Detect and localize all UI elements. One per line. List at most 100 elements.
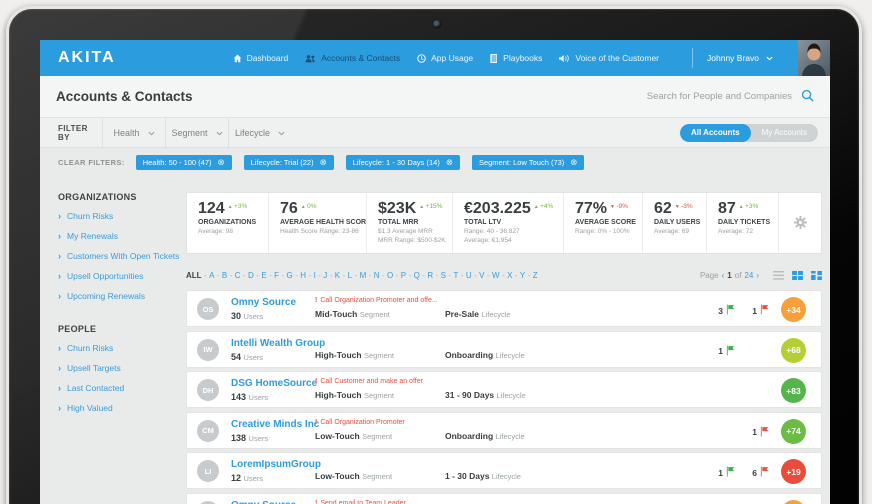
sidebar-item-people[interactable]: › Last Contacted	[58, 383, 125, 393]
alphabet-letter[interactable]: I	[313, 270, 316, 280]
alphabet-letter[interactable]: N	[373, 270, 380, 280]
account-name-link[interactable]: DSG HomeSource	[231, 378, 318, 389]
nav-item[interactable]: Voice of the Customer	[559, 53, 659, 63]
alphabet-letter[interactable]: F	[274, 270, 280, 280]
alphabet-letter[interactable]: X	[507, 270, 513, 280]
nav-item[interactable]: App Usage	[417, 53, 473, 63]
sidebar-item-people[interactable]: › Upsell Targets	[58, 363, 121, 373]
account-row[interactable]: CM Creative Minds Inc 138 Users ! Ca	[186, 411, 822, 449]
alphabet-letter[interactable]: W	[492, 270, 500, 280]
account-name-link[interactable]: Intelli Wealth Group	[231, 337, 326, 349]
list-view-icon[interactable]	[773, 270, 784, 280]
account-row[interactable]: IW Intelli Wealth Group 54 Users !	[186, 330, 822, 368]
my-accounts-button[interactable]: My Accounts	[761, 127, 807, 137]
remove-chip-icon[interactable]: ⊗	[319, 156, 327, 167]
clear-filters-row: CLEAR FILTERS: Health: 50 - 100 (47) ⊗ L…	[40, 148, 830, 176]
red-flags[interactable]: 1	[752, 304, 769, 317]
account-row[interactable]: OS Omny Source 30 Users !Send email	[186, 492, 822, 504]
alphabet-letter[interactable]: A	[209, 270, 215, 280]
prev-page-button[interactable]: ‹	[721, 270, 725, 280]
remove-chip-icon[interactable]: ⊗	[445, 156, 453, 167]
tiles-view-icon[interactable]	[811, 270, 822, 280]
alphabet-letter[interactable]: H	[300, 270, 307, 280]
alphabet-letter[interactable]: L	[347, 270, 353, 280]
alphabet-letter[interactable]: P	[400, 270, 407, 280]
account-lifecycle: Pre-Sale Lifecycle	[445, 309, 511, 319]
alphabet-letter[interactable]: T	[453, 270, 459, 280]
filter-chip[interactable]: Lifecycle: Trial (22) ⊗	[243, 154, 334, 170]
filter-dropdown[interactable]: Health	[102, 118, 165, 147]
alphabet-letter[interactable]: U	[465, 270, 472, 280]
alphabet-letter[interactable]: Q	[413, 270, 420, 280]
account-name-link[interactable]: Omny Source	[231, 500, 296, 504]
sidebar-item-people[interactable]: › Churn Risks	[58, 343, 114, 353]
remove-chip-icon[interactable]: ⊗	[217, 156, 225, 167]
sidebar-item-organizations[interactable]: › Upsell Opportunities	[58, 271, 144, 281]
user-menu[interactable]: Johnny Bravo	[692, 48, 773, 68]
alphabet-letter[interactable]: C	[234, 270, 241, 280]
alphabet-letter[interactable]: Z	[532, 270, 538, 280]
sidebar-item-organizations[interactable]: › Upcoming Renewals	[58, 291, 145, 301]
filter-chip[interactable]: Health: 50 - 100 (47) ⊗	[135, 154, 232, 170]
account-row[interactable]: LI LoremIpsumGroup 12 Users !	[186, 452, 822, 489]
account-alert[interactable]: ! Call Organization Promoter and offe...	[315, 297, 438, 304]
search-icon[interactable]	[801, 89, 814, 104]
red-flags[interactable]: 1	[752, 426, 769, 439]
alphabet-letter[interactable]: M	[359, 270, 367, 280]
alphabet-letter[interactable]: E	[261, 270, 267, 280]
search-box[interactable]: Search for People and Companies	[647, 89, 814, 104]
account-alert[interactable]: ! Call Customer and make an offer	[315, 378, 423, 385]
nav-item[interactable]: Accounts & Contacts	[305, 53, 400, 63]
account-row[interactable]: DH DSG HomeSource 143 Users ! Call C	[186, 371, 822, 408]
alphabet-letter[interactable]: J	[323, 270, 328, 280]
health-score-badge[interactable]: +68	[781, 337, 806, 363]
account-alert[interactable]: ! Send email to Team Leader	[315, 500, 406, 504]
stat-cell: $23K +15% TOTAL MRR $1.3 Average MRR MRR…	[367, 193, 453, 253]
next-page-button[interactable]: ›	[756, 270, 759, 280]
account-alert[interactable]: ! Call Organization Promoter	[315, 418, 405, 426]
alphabet-all[interactable]: ALL	[186, 270, 202, 280]
green-flags[interactable]: 3	[718, 304, 735, 317]
health-score-badge[interactable]: +19	[781, 459, 806, 484]
filter-dropdown[interactable]: Lifecycle	[228, 118, 291, 147]
remove-chip-icon[interactable]: ⊗	[570, 156, 578, 167]
stat-cell: 62 -3% DAILY USERS Average: 69	[643, 193, 707, 253]
health-score-badge[interactable]: +83	[781, 378, 806, 403]
alphabet-letter[interactable]: O	[387, 270, 394, 280]
alphabet-letter[interactable]: Y	[519, 270, 526, 280]
alphabet-letter[interactable]: S	[440, 270, 446, 280]
account-row[interactable]: OS Omny Source 30 Users ! Call Organ	[186, 290, 822, 327]
nav-item[interactable]: Playbooks	[490, 53, 542, 63]
green-flags[interactable]: 1	[718, 345, 735, 358]
sidebar-item-organizations[interactable]: › Churn Risks	[58, 211, 114, 221]
sidebar-item-organizations[interactable]: › My Renewals	[58, 231, 119, 241]
health-score-badge[interactable]: +34	[781, 499, 806, 504]
avatar[interactable]	[798, 40, 830, 76]
alphabet-letter[interactable]: B	[221, 270, 228, 280]
stats-settings-button[interactable]	[779, 193, 821, 253]
health-score-badge[interactable]: +74	[781, 418, 806, 444]
filter-chip[interactable]: Lifecycle: 1 - 30 Days (14) ⊗	[345, 154, 460, 170]
all-accounts-button[interactable]: All Accounts	[680, 123, 751, 142]
filter-chip[interactable]: Segment: Low Touch (73) ⊗	[471, 154, 585, 170]
nav-item[interactable]: Dashboard	[233, 53, 288, 63]
account-name-link[interactable]: LoremIpsumGroup	[231, 459, 322, 470]
alphabet-letter[interactable]: K	[334, 270, 341, 280]
stat-subline: Range: 0% - 100%	[575, 228, 630, 235]
nav-item-label: Accounts & Contacts	[321, 53, 401, 63]
filter-by-label: FILTER BY	[58, 123, 88, 142]
alphabet-letter[interactable]: R	[427, 270, 434, 280]
grid-view-icon[interactable]	[792, 270, 803, 280]
alphabet-letter[interactable]: D	[248, 270, 254, 280]
account-name-link[interactable]: Omny Source	[231, 297, 297, 308]
filter-dropdown[interactable]: Segment	[165, 118, 228, 147]
clear-filters-label[interactable]: CLEAR FILTERS:	[58, 157, 125, 167]
green-flags[interactable]: 1	[718, 466, 735, 479]
red-flags[interactable]: 6	[752, 466, 769, 479]
sidebar-item-organizations[interactable]: › Customers With Open Tickets	[58, 251, 180, 261]
sidebar-item-people[interactable]: › High Valued	[58, 403, 113, 413]
health-score-badge[interactable]: +34	[781, 297, 806, 322]
account-name-link[interactable]: Creative Minds Inc	[231, 418, 320, 430]
alphabet-letter[interactable]: G	[286, 270, 293, 280]
alphabet-letter[interactable]: V	[479, 270, 485, 280]
